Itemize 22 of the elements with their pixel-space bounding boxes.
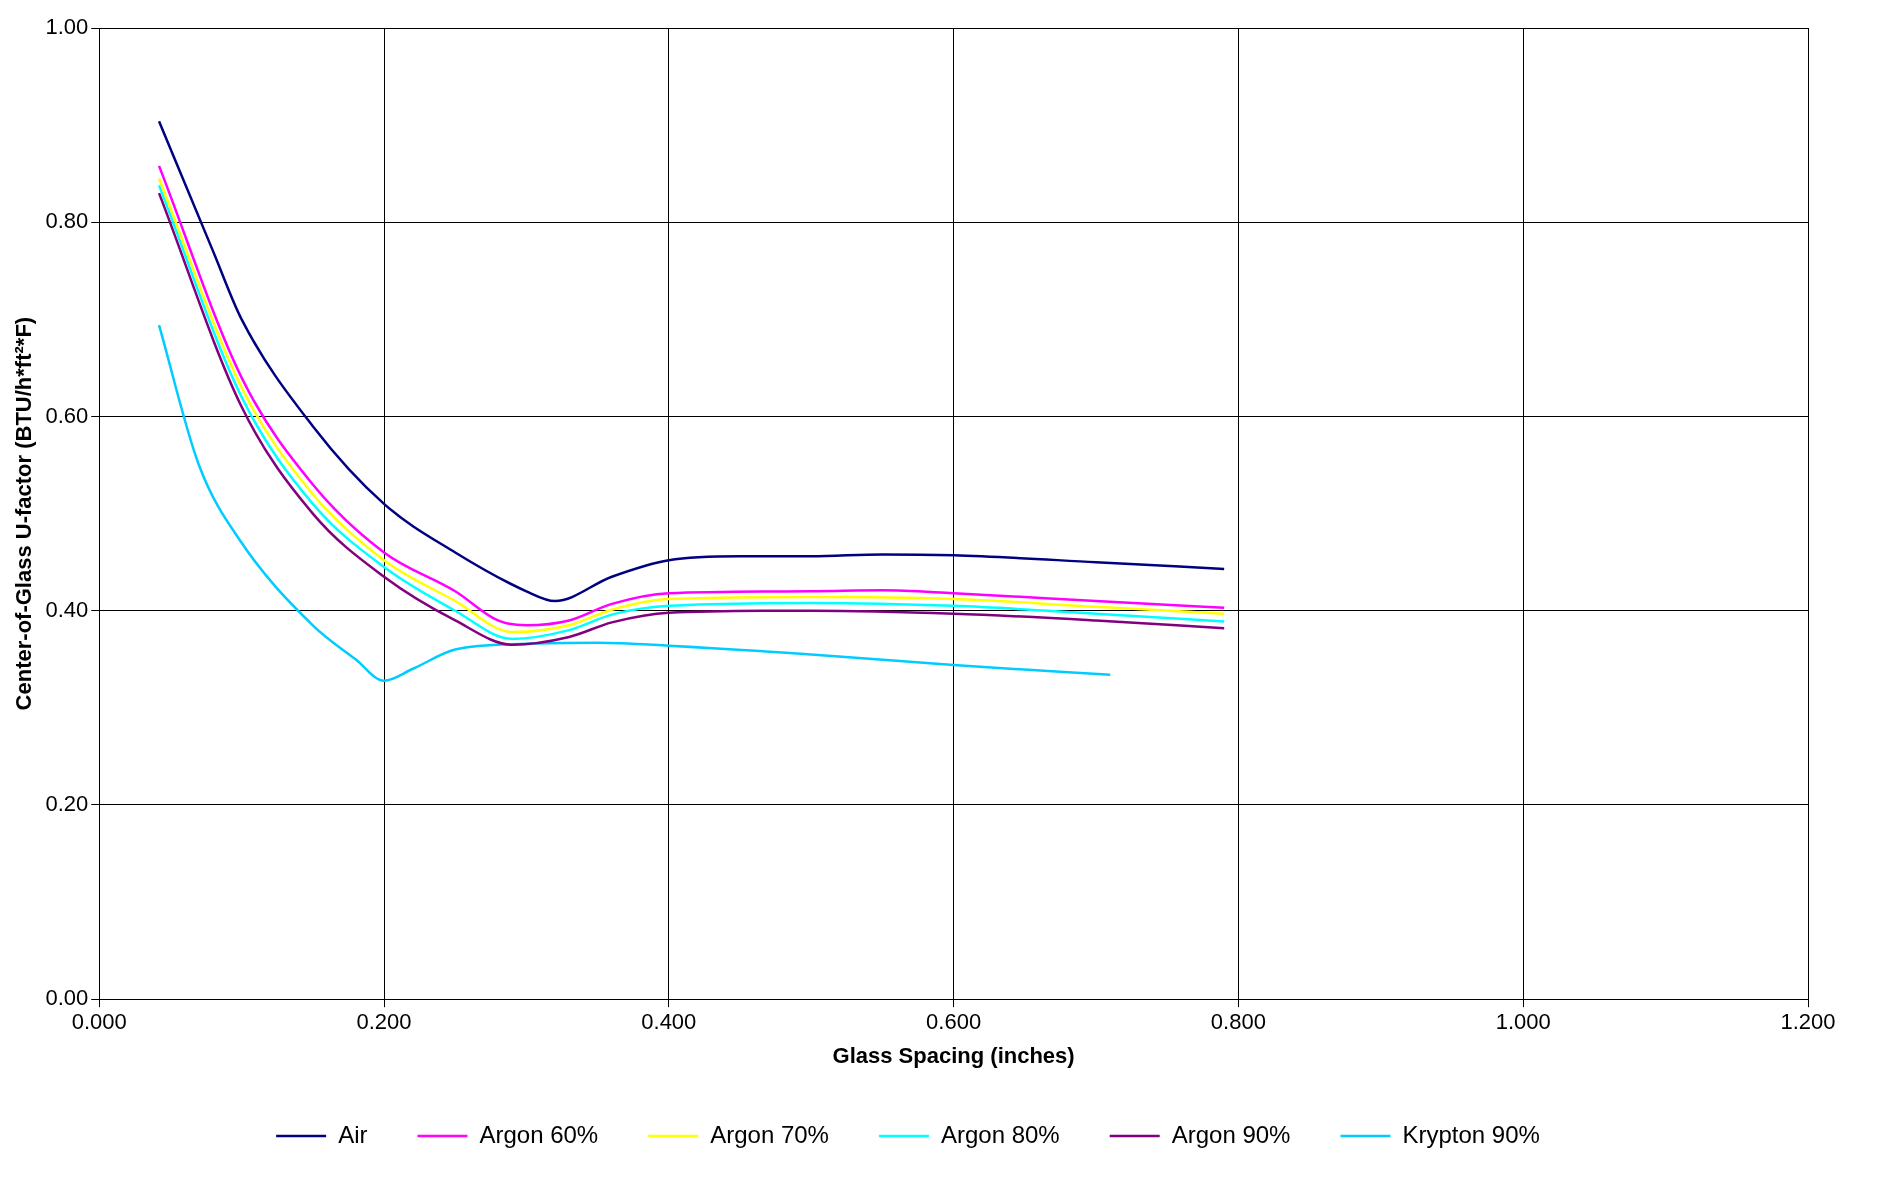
y-tick-label: 1.00 [45, 14, 89, 40]
x-tick-label: 1.200 [1780, 1009, 1836, 1035]
x-axis-title: Glass Spacing (inches) [832, 1042, 1075, 1068]
x-tick-label: 1.000 [1495, 1009, 1551, 1035]
x-tick-label: 0.000 [71, 1009, 127, 1035]
legend-label: Argon 90% [1171, 1120, 1291, 1148]
y-tick-label: 0.60 [45, 402, 89, 428]
legend-label: Krypton 90% [1402, 1120, 1540, 1148]
x-tick-label: 0.800 [1210, 1009, 1266, 1035]
y-axis-title: Center-of-Glass U-factor (BTU/h*ft²*F) [11, 316, 37, 711]
y-tick-label: 0.20 [45, 791, 89, 817]
y-tick-label: 0.40 [45, 596, 89, 622]
x-tick-label: 0.600 [926, 1009, 982, 1035]
legend-label: Argon 80% [940, 1120, 1060, 1148]
x-tick-label: 0.400 [641, 1009, 697, 1035]
legend-label: Argon 70% [710, 1120, 829, 1148]
x-tick-label: 0.200 [356, 1009, 412, 1035]
y-tick-label: 0.00 [45, 985, 89, 1011]
legend-label: Air [338, 1120, 368, 1148]
legend-label: Argon 60% [479, 1120, 599, 1148]
y-tick-label: 0.80 [45, 208, 89, 234]
line-series [157, 323, 1112, 682]
